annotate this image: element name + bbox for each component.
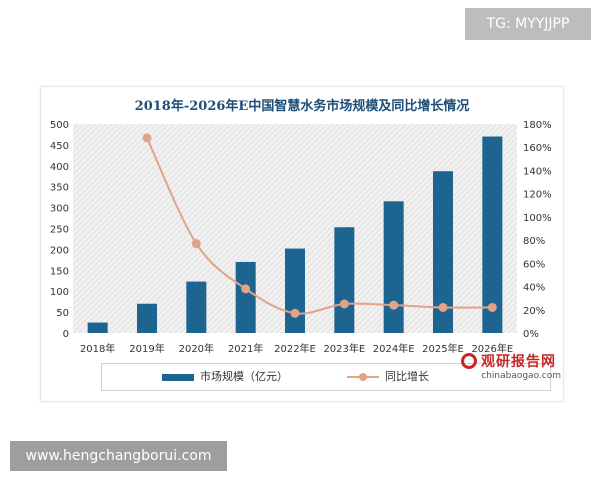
x-tick-label: 2022年E [274,342,316,355]
legend: 市场规模（亿元） 同比增长 [101,363,551,391]
growth-point-7 [487,302,497,312]
bar-4 [285,248,305,333]
left-tick-label: 0 [63,329,69,340]
right-tick-label: 60% [523,259,545,270]
logo-ring-icon [461,353,477,369]
x-tick-label: 2019年 [129,342,164,355]
x-tick-label: 2018年 [80,342,115,355]
left-tick-label: 450 [50,141,69,152]
watermark-domain: chinabaogao.com [481,371,561,381]
growth-point-2 [241,284,251,294]
growth-point-3 [290,308,300,318]
legend-item-line: 同比增长 [347,369,429,385]
right-tick-label: 20% [523,306,545,317]
bar-0 [87,322,108,333]
site-url-footer: www.hengchangborui.com [10,441,227,471]
growth-point-1 [191,239,201,249]
right-tick-label: 80% [523,236,545,247]
watermark-name: 观研报告网 [481,354,556,370]
line-series [142,133,497,318]
right-tick-label: 0% [523,329,539,340]
legend-line-swatch [347,373,379,381]
growth-point-6 [438,302,448,312]
right-tick-label: 180% [523,120,552,131]
bar-6 [383,201,404,333]
legend-bar-swatch [162,373,194,381]
legend-item-bars: 市场规模（亿元） [162,369,288,385]
left-tick-label: 50 [56,308,69,319]
bar-7 [433,171,453,333]
left-tick-label: 300 [50,204,69,215]
left-tick-label: 400 [50,162,69,173]
right-tick-label: 120% [523,190,552,201]
x-axis-labels: 2018年 2019年 2020年 2021年 2022年E 2023年E 2024年E 20… [80,342,513,355]
x-tick-label: 2023年E [323,342,365,355]
bar-1 [137,303,157,333]
legend-label-line: 同比增长 [385,370,429,383]
right-axis: 0% 20% 40% 60% 80% 100% 120% 140% 160% 180% [523,120,552,340]
x-tick-label: 2020年 [179,342,214,355]
chart-frame: 2018年-2026年E中国智慧水务市场规模及同比增长情况 0 50 100 150 2… [40,86,564,402]
x-tick-label: 2025年E [422,342,464,355]
x-tick-label: 2024年E [373,342,415,355]
bar-2 [186,281,207,333]
chart-title: 2018年-2026年E中国智慧水务市场规模及同比增长情况 [134,99,470,114]
left-tick-label: 200 [50,245,69,256]
bar-series [87,136,503,333]
chart-svg: 0 50 100 150 200 250 300 350 400 450 500 0% 20% 40% 6… [50,120,552,355]
bar-8 [482,136,503,333]
left-tick-label: 500 [50,120,69,131]
growth-point-4 [339,299,349,309]
right-tick-label: 140% [523,166,552,177]
x-tick-label: 2026年E [471,342,513,355]
bar-5 [334,227,355,333]
growth-point-0 [142,133,152,143]
tg-badge: TG: MYYJJPP [465,8,591,40]
left-tick-label: 350 [50,183,69,194]
left-axis: 0 50 100 150 200 250 300 350 400 450 500 [50,120,69,340]
right-tick-label: 40% [523,283,545,294]
x-tick-label: 2021年 [228,342,263,355]
right-tick-label: 100% [523,213,552,224]
bar-3 [235,261,256,333]
legend-label-bars: 市场规模（亿元） [200,370,288,383]
left-tick-label: 150 [50,266,69,277]
left-tick-label: 250 [50,225,69,236]
watermark-logo: 观研报告网 chinabaogao.com [461,351,561,389]
growth-point-5 [389,300,399,310]
right-tick-label: 160% [523,143,552,154]
left-tick-label: 100 [50,287,69,298]
